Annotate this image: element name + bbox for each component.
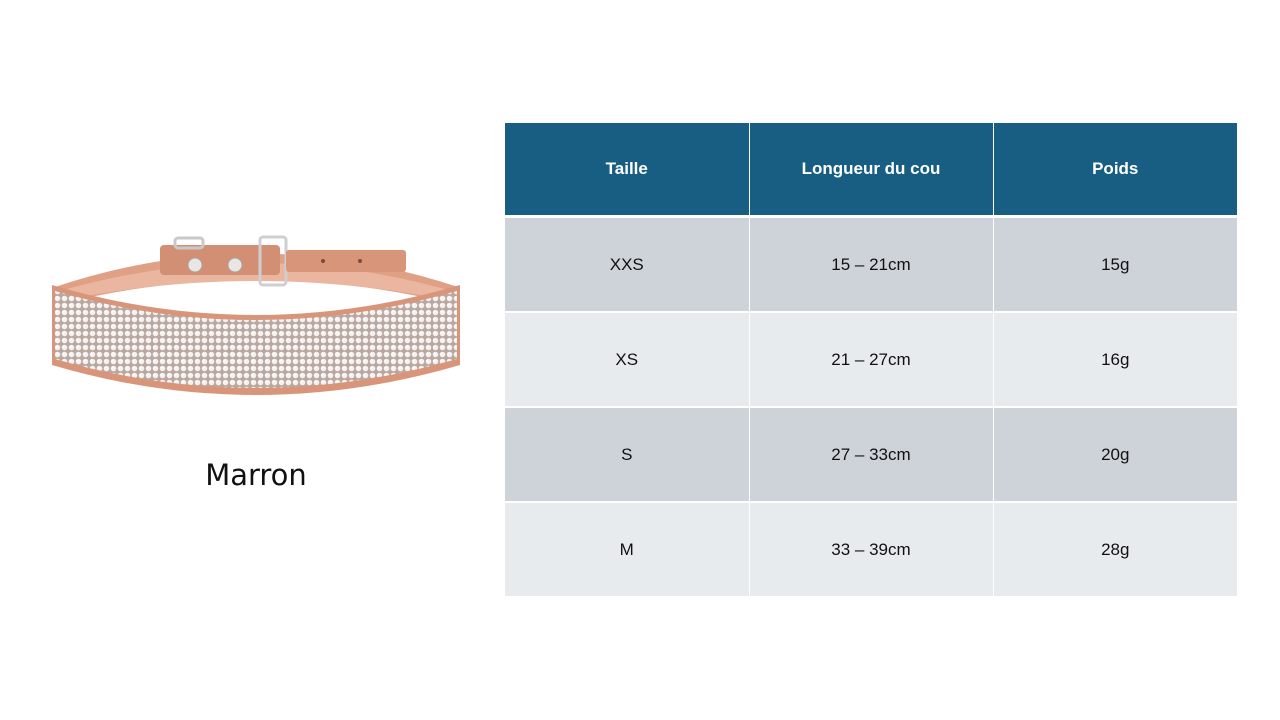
cell-neck-length: 33 – 39cm xyxy=(749,502,994,598)
cell-neck-length: 21 – 27cm xyxy=(749,312,994,408)
table-row: XS 21 – 27cm 16g xyxy=(505,312,1237,408)
cell-weight: 20g xyxy=(993,407,1237,503)
cell-neck-length: 15 – 21cm xyxy=(749,216,994,313)
table-header-row: Taille Longueur du cou Poids xyxy=(505,123,1237,218)
cell-size: XS xyxy=(505,312,750,408)
collar-product-image xyxy=(52,235,460,395)
product-color-label: Marron xyxy=(205,458,307,492)
cell-size: XXS xyxy=(505,216,750,313)
table-row: XXS 15 – 21cm 15g xyxy=(505,216,1237,313)
cell-weight: 16g xyxy=(993,312,1237,408)
size-table: Taille Longueur du cou Poids XXS 15 – 21… xyxy=(505,123,1237,598)
column-header-size: Taille xyxy=(505,123,750,218)
cell-size: S xyxy=(505,407,750,503)
column-header-weight: Poids xyxy=(993,123,1237,218)
table-row: S 27 – 33cm 20g xyxy=(505,407,1237,503)
table-row: M 33 – 39cm 28g xyxy=(505,502,1237,598)
cell-weight: 15g xyxy=(993,216,1237,313)
cell-size: M xyxy=(505,502,750,598)
column-header-neck-length: Longueur du cou xyxy=(749,123,994,218)
cell-weight: 28g xyxy=(993,502,1237,598)
cell-neck-length: 27 – 33cm xyxy=(749,407,994,503)
